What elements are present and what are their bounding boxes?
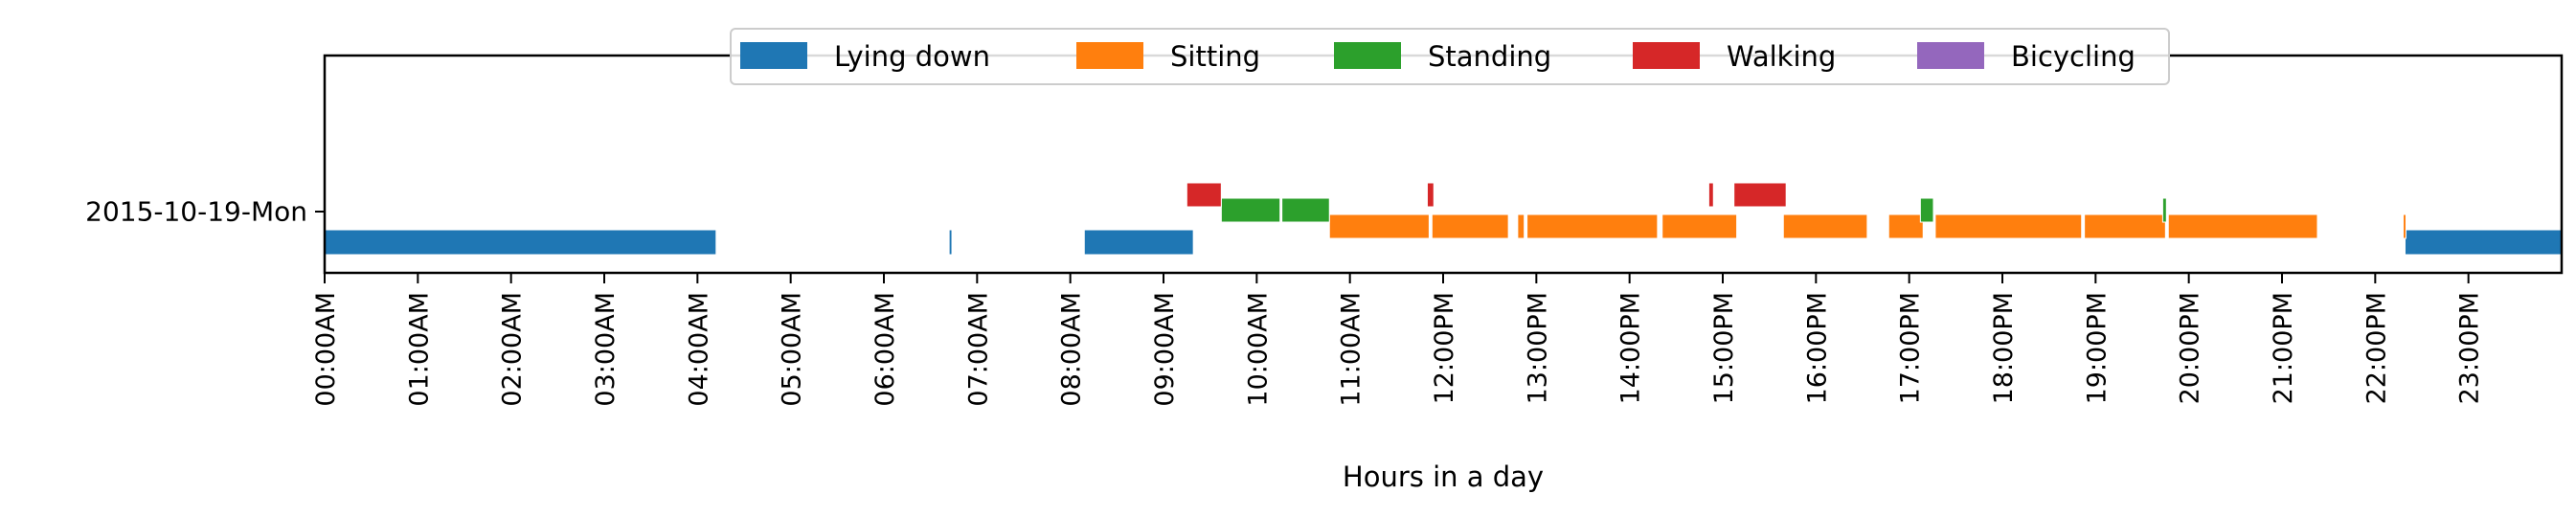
x-tick-label: 10:00AM xyxy=(1243,292,1273,407)
x-tick-label: 03:00AM xyxy=(591,292,621,407)
x-tick-label: 14:00PM xyxy=(1616,292,1646,404)
x-tick-label: 16:00PM xyxy=(1802,292,1832,404)
legend-label-walking: Walking xyxy=(1727,40,1836,73)
bar-sitting xyxy=(1934,214,2083,239)
x-tick-label: 17:00PM xyxy=(1896,292,1926,404)
x-tick-label: 04:00AM xyxy=(684,292,713,407)
x-tick-label: 06:00AM xyxy=(870,292,900,407)
legend-label-lying-down: Lying down xyxy=(834,40,990,73)
legend-label-bicycling: Bicycling xyxy=(2011,40,2135,73)
bar-sitting xyxy=(1782,214,1868,239)
bar-standing xyxy=(2161,197,2167,223)
legend-swatch-bicycling xyxy=(1917,42,1984,69)
bar-sitting xyxy=(1328,214,1430,239)
bar-sitting xyxy=(2167,214,2318,239)
bar-sitting xyxy=(2403,214,2407,239)
legend-swatch-standing xyxy=(1334,42,1401,69)
bar-sitting xyxy=(2084,214,2166,239)
bar-standing xyxy=(1919,197,1934,223)
legend: Lying down Sitting Standing Walking Bicyclin… xyxy=(730,28,2170,85)
x-tick-label: 00:00AM xyxy=(311,292,341,407)
bar-walking xyxy=(1733,182,1787,208)
legend-label-sitting: Sitting xyxy=(1170,40,1260,73)
x-tick-label: 02:00AM xyxy=(498,292,528,407)
x-tick-label: 18:00PM xyxy=(1989,292,2019,404)
x-tick-label: 09:00AM xyxy=(1150,292,1180,407)
x-tick-label: 12:00PM xyxy=(1430,292,1459,404)
x-tick-label: 23:00PM xyxy=(2455,292,2485,404)
bar-standing xyxy=(1281,197,1330,223)
bar-sitting xyxy=(1517,214,1525,239)
x-axis-label: Hours in a day xyxy=(1343,461,1544,493)
x-tick-label: 11:00AM xyxy=(1337,292,1367,407)
bar-standing xyxy=(1220,197,1281,223)
y-axis: 2015-10-19-Mon xyxy=(85,196,325,228)
x-tick-label: 13:00PM xyxy=(1523,292,1552,404)
x-tick-label: 07:00AM xyxy=(963,292,993,407)
bar-walking xyxy=(1426,182,1435,208)
legend-swatch-lying-down xyxy=(740,42,807,69)
bar-lying-down xyxy=(1083,229,1194,256)
legend-swatch-sitting xyxy=(1076,42,1143,69)
x-tick-label: 22:00PM xyxy=(2361,292,2391,404)
x-tick-label: 15:00PM xyxy=(1709,292,1739,404)
bar-sitting xyxy=(1661,214,1738,239)
y-tick-label: 2015-10-19-Mon xyxy=(85,196,307,228)
bar-walking xyxy=(1707,182,1714,208)
x-tick-label: 08:00AM xyxy=(1057,292,1087,407)
x-tick-label: 05:00AM xyxy=(778,292,807,407)
x-axis: 00:00AM 01:00AM 02:00AM 03:00AM 04:00AM 05:00… xyxy=(311,273,2485,407)
x-tick-label: 01:00AM xyxy=(404,292,434,407)
bar-lying-down xyxy=(2404,229,2563,256)
bar-sitting xyxy=(1887,214,1924,239)
bar-lying-down xyxy=(948,229,953,256)
bar-walking xyxy=(1186,182,1222,208)
x-tick-label: 20:00PM xyxy=(2176,292,2205,404)
x-tick-label: 21:00PM xyxy=(2269,292,2298,404)
bar-lying-down xyxy=(324,229,717,256)
bar-sitting xyxy=(1431,214,1509,239)
x-tick-label: 19:00PM xyxy=(2082,292,2112,404)
legend-swatch-walking xyxy=(1633,42,1700,69)
legend-label-standing: Standing xyxy=(1428,40,1551,73)
bar-sitting xyxy=(1526,214,1659,239)
activity-bars xyxy=(324,182,2563,256)
